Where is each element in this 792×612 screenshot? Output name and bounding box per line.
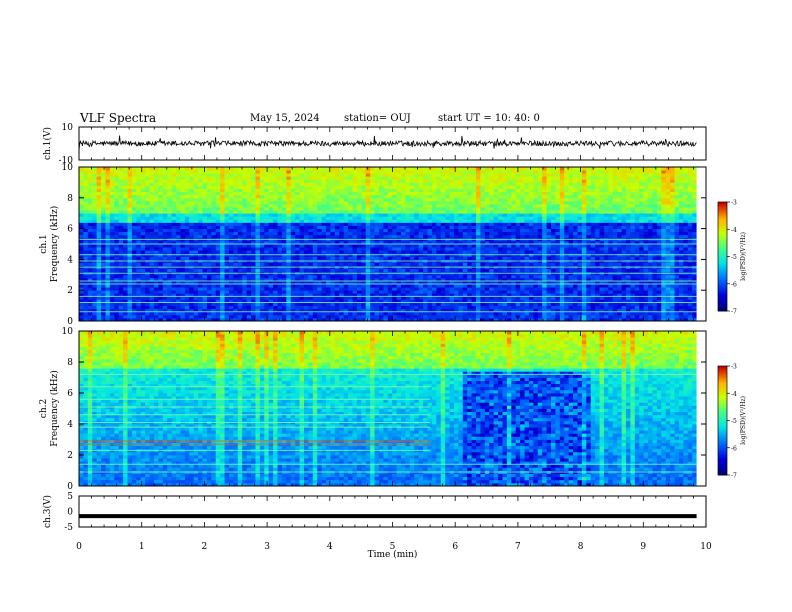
ch1-spectrogram-ytick-label: 2: [67, 286, 73, 296]
ch1-spectrogram-heatmap: [79, 167, 697, 322]
ch1-spectrogram-colorbar-tick-label: -3: [731, 200, 737, 207]
ch2-spectrogram-ytick-label: 8: [67, 358, 73, 368]
ch3-ytick-label: 5: [67, 492, 73, 502]
x-tick-label: 3: [264, 542, 270, 552]
ch1-ytick-label: -10: [59, 156, 74, 166]
x-tick-label: 8: [578, 542, 584, 552]
ch2-spectrogram-ytick-label: 4: [67, 420, 73, 430]
ch1-spectrogram-ytick-label: 6: [67, 225, 73, 235]
ch2-spectrogram-colorbar-tick-label: -3: [731, 364, 737, 371]
ch1-spectrogram-ytick-label: 10: [62, 163, 74, 173]
ch2-spectrogram-ytick-label: 0: [67, 482, 73, 492]
ch2-spectrogram-colorbar-tick-label: -5: [731, 418, 737, 425]
x-tick-label: 5: [390, 542, 396, 552]
chart-title: VLF Spectra: [80, 111, 157, 125]
x-tick-label: 9: [640, 542, 646, 552]
ch3-ylabel: ch.3(V): [42, 495, 53, 528]
ch2-spectrogram-colorbar-tick-label: -4: [731, 391, 737, 398]
ch1-spectrogram-colorbar-tick-label: -6: [731, 281, 737, 288]
ch3-ytick-label: 0: [67, 508, 73, 518]
ch1-spectrogram-colorbar-label: log(PSD)(V²/Hz): [740, 232, 747, 281]
x-tick-label: 4: [327, 542, 333, 552]
ch1-spectrogram-colorbar-tick-label: -7: [731, 309, 737, 316]
ch1-waveform-line: [78, 135, 697, 152]
station-label: station= OUJ: [344, 113, 411, 124]
x-tick-label: 1: [139, 542, 145, 552]
date-label: May 15, 2024: [250, 113, 320, 124]
ch1-spectrogram-ytick-label: 4: [67, 255, 73, 265]
ch1-spectrogram-blank: [696, 167, 706, 321]
ch1-spectrogram-colorbar-tick-label: -4: [731, 227, 737, 234]
ch2-spectrogram-heatmap: [79, 331, 697, 487]
ch2-spectrogram-colorbar-tick-label: -6: [731, 445, 737, 452]
start-time-label: start UT = 10: 40: 0: [438, 113, 540, 124]
ch1-spectrogram-ylabel-frequency: Frequency (kHz): [49, 206, 60, 283]
ch2-spectrogram-colorbar-label: log(PSD)(V²/Hz): [740, 396, 747, 445]
x-tick-label: 6: [452, 542, 458, 552]
x-tick-label: 2: [202, 542, 208, 552]
x-tick-label: 10: [700, 542, 712, 552]
ch2-spectrogram-ytick-label: 2: [67, 451, 73, 461]
ch1-spectrogram-ylabel-channel: ch.1: [39, 234, 49, 253]
ch2-spectrogram-ytick-label: 10: [62, 327, 74, 337]
ch1-spectrogram-ytick-label: 8: [67, 194, 73, 204]
ch1-ytick-label: 10: [62, 123, 74, 133]
x-tick-label: 0: [76, 542, 82, 552]
ch1-spectrogram-ytick-label: 0: [67, 317, 73, 327]
ch2-spectrogram-ytick-label: 6: [67, 389, 73, 399]
x-axis-label: Time (min): [368, 549, 418, 560]
ch2-spectrogram-blank: [696, 331, 706, 486]
ch1-ylabel: ch.1(V): [42, 127, 53, 160]
ch2-spectrogram-ylabel-channel: ch.2: [39, 399, 49, 418]
ch2-spectrogram-colorbar-tick-label: -7: [731, 473, 737, 480]
ch3-ytick-label: -5: [64, 523, 73, 533]
ch2-spectrogram-ylabel-frequency: Frequency (kHz): [49, 370, 60, 447]
x-tick-label: 7: [515, 542, 521, 552]
ch1-spectrogram-colorbar-tick-label: -5: [731, 254, 737, 261]
